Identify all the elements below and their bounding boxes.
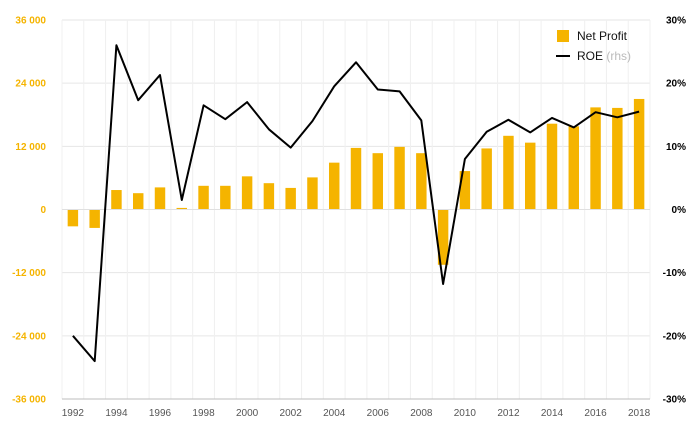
net-profit-bar (241, 176, 253, 210)
roe-line (72, 44, 640, 363)
net-profit-bar (546, 123, 558, 210)
net-profit-bars (67, 98, 645, 265)
net-profit-bar (612, 107, 623, 210)
net-profit-bar (568, 126, 580, 210)
net-profit-bar (372, 153, 384, 210)
x-tick-label: 2004 (323, 408, 346, 419)
right-tick-label: 20% (666, 79, 686, 90)
net-profit-bar (437, 209, 449, 265)
legend-net-profit-swatch (557, 30, 569, 42)
left-tick-label: 24 000 (15, 79, 46, 90)
x-tick-label: 1996 (149, 408, 172, 419)
right-tick-label: 30% (666, 16, 686, 27)
right-tick-label: -20% (663, 331, 686, 342)
x-tick-label: 2002 (280, 408, 303, 419)
net-profit-bar (198, 185, 209, 210)
left-axis-ticks: -36 000 -24 000 -12 000 0 12 000 24 000 36 000 (12, 16, 46, 406)
net-profit-bar (67, 209, 79, 227)
legend: Net Profit ROE (rhs) (556, 29, 631, 63)
right-tick-label: -10% (663, 268, 686, 279)
net-profit-bar (524, 142, 536, 210)
x-tick-label: 2008 (410, 408, 433, 419)
left-tick-label: 0 (40, 205, 46, 216)
net-profit-bar (263, 183, 275, 210)
left-tick-label: -12 000 (12, 268, 46, 279)
net-profit-bar (503, 135, 514, 210)
net-profit-bar (416, 153, 427, 210)
legend-net-profit-label: Net Profit (577, 29, 628, 43)
net-profit-bar (285, 187, 296, 210)
x-tick-label: 2018 (628, 408, 651, 419)
x-tick-label: 2010 (454, 408, 477, 419)
right-axis-ticks: -30% -20% -10% 0% 10% 20% 30% (663, 16, 686, 406)
right-tick-label: 0% (672, 205, 687, 216)
net-profit-bar (132, 193, 144, 210)
net-profit-bar (111, 190, 122, 210)
net-profit-bar (481, 148, 492, 210)
x-tick-label: 1994 (105, 408, 128, 419)
x-tick-label: 1998 (192, 408, 215, 419)
legend-roe-label: ROE (rhs) (577, 49, 631, 63)
net-profit-bar (154, 187, 166, 210)
net-profit-bar (89, 209, 100, 228)
x-tick-label: 2014 (541, 408, 564, 419)
x-tick-label: 2006 (367, 408, 390, 419)
x-axis-ticks: 1992 1994 1996 1998 2000 2002 2004 2006 2008 2010… (62, 408, 651, 419)
net-profit-bar (328, 162, 340, 210)
net-profit-bar (176, 207, 188, 210)
x-tick-label: 2016 (584, 408, 607, 419)
left-tick-label: 12 000 (15, 142, 46, 153)
right-tick-label: -30% (663, 395, 686, 406)
net-profit-bar (590, 107, 601, 210)
x-tick-label: 1992 (62, 408, 85, 419)
net-profit-bar (459, 171, 471, 210)
x-tick-label: 2012 (497, 408, 520, 419)
legend-roe-suffix: (rhs) (606, 49, 631, 63)
net-profit-bar (220, 185, 231, 210)
left-tick-label: -24 000 (12, 331, 46, 342)
x-tick-label: 2000 (236, 408, 259, 419)
right-tick-label: 10% (666, 142, 686, 153)
legend-roe-name: ROE (577, 49, 603, 63)
net-profit-bar (394, 146, 405, 210)
net-profit-bar (307, 177, 318, 210)
left-tick-label: 36 000 (15, 16, 46, 27)
net-profit-bar (350, 147, 362, 210)
net-profit-bar (633, 98, 645, 210)
left-tick-label: -36 000 (12, 395, 46, 406)
